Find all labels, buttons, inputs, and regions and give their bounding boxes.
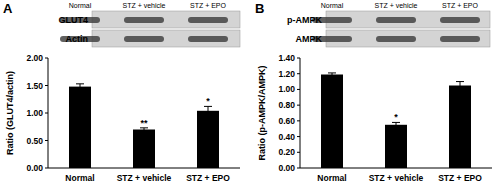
- bar: [133, 130, 155, 169]
- error-bar-stem: [460, 82, 461, 90]
- y-tick-label: 1.00: [26, 108, 43, 118]
- y-tick-label: 0.50: [26, 136, 43, 146]
- error-bar: [328, 73, 336, 76]
- blot-band: [188, 36, 228, 42]
- significance-mark: *: [206, 96, 210, 106]
- y-tick-label: 0.20: [278, 147, 295, 157]
- y-tick-label: 0.80: [278, 100, 295, 110]
- y-tick: [45, 58, 48, 59]
- y-tick: [45, 85, 48, 86]
- error-bar-cap: [456, 81, 464, 82]
- blot-band: [188, 17, 228, 23]
- y-tick-label: 0.00: [26, 163, 43, 173]
- blot-band: [440, 17, 480, 23]
- x-tick-label: STZ + EPO: [438, 173, 482, 183]
- marks: [321, 73, 471, 168]
- blot-label: Actin: [66, 34, 89, 44]
- y-tick: [297, 73, 300, 74]
- error-bar-cap: [328, 72, 336, 73]
- y-tick: [297, 58, 300, 59]
- blot-header: STZ + vehicle: [123, 2, 166, 9]
- panel-letter: A: [3, 1, 13, 16]
- blot-label: AMPK: [296, 34, 323, 44]
- x-tick-label: Normal: [317, 173, 346, 183]
- blot-band: [124, 17, 164, 23]
- error-bar-stem: [396, 122, 397, 127]
- x-tick-label: Normal: [65, 173, 94, 183]
- error-bar: [204, 106, 212, 115]
- panel: A Normal STZ + vehicle STZ + EPO GLUT4 Actin 0…: [3, 1, 240, 183]
- bar: [197, 111, 219, 168]
- y-tick-label: 1.40: [278, 53, 295, 63]
- blot-header: STZ + EPO: [190, 2, 227, 9]
- y-axis-title: Ratio (p-AMPK/AMPK): [257, 66, 267, 161]
- y-tick-label: 0.40: [278, 132, 295, 142]
- error-bar-stem: [80, 84, 81, 90]
- blot-band: [440, 36, 480, 42]
- blot-band: [124, 36, 164, 42]
- error-bar: [456, 82, 464, 90]
- blot-label: p-AMPK: [287, 15, 322, 25]
- y-tick: [45, 140, 48, 141]
- y-tick: [297, 168, 300, 169]
- y-tick: [297, 136, 300, 137]
- y-tick-label: 2.00: [26, 53, 43, 63]
- blot-label: GLUT4: [58, 15, 88, 25]
- y-tick: [297, 120, 300, 121]
- y-tick-label: 0.60: [278, 116, 295, 126]
- error-bar: [76, 84, 84, 90]
- panel-letter: B: [255, 1, 264, 16]
- y-tick: [45, 113, 48, 114]
- y-axis-title: Ratio (GLUT4/actin): [5, 71, 15, 155]
- y-tick-label: 1.00: [278, 84, 295, 94]
- significance-mark: *: [394, 112, 398, 122]
- error-bar: [140, 128, 148, 131]
- bar: [69, 87, 91, 168]
- blot-band: [376, 36, 416, 42]
- figure: A Normal STZ + vehicle STZ + EPO GLUT4 Actin 0…: [0, 0, 500, 188]
- error-bar: [392, 122, 400, 127]
- panel: B Normal STZ + vehicle STZ + EPO p-AMPK AMPK 0…: [255, 1, 492, 183]
- y-tick: [45, 168, 48, 169]
- blot-header: STZ + vehicle: [375, 2, 418, 9]
- bar: [449, 86, 471, 169]
- x-tick-label: STZ + vehicle: [369, 173, 424, 183]
- error-bar-cap: [76, 83, 84, 84]
- blot-header: STZ + EPO: [442, 2, 479, 9]
- y-tick-label: 1.20: [278, 69, 295, 79]
- blot-band: [376, 17, 416, 23]
- marks: [69, 84, 219, 168]
- blot-strip: [92, 11, 240, 28]
- y-tick-label: 1.50: [26, 81, 43, 91]
- bar: [321, 75, 343, 169]
- y-tick: [297, 152, 300, 153]
- blot-header: Normal: [69, 2, 92, 9]
- blot-header: Normal: [321, 2, 344, 9]
- y-tick: [297, 89, 300, 90]
- y-axis: [300, 58, 301, 168]
- x-tick-label: STZ + EPO: [186, 173, 230, 183]
- bar: [385, 125, 407, 168]
- y-tick-label: 0.00: [278, 163, 295, 173]
- error-bar-stem: [208, 106, 209, 115]
- significance-mark: **: [140, 118, 148, 128]
- x-tick-label: STZ + vehicle: [117, 173, 172, 183]
- y-tick: [297, 105, 300, 106]
- blot-strip: [92, 30, 240, 47]
